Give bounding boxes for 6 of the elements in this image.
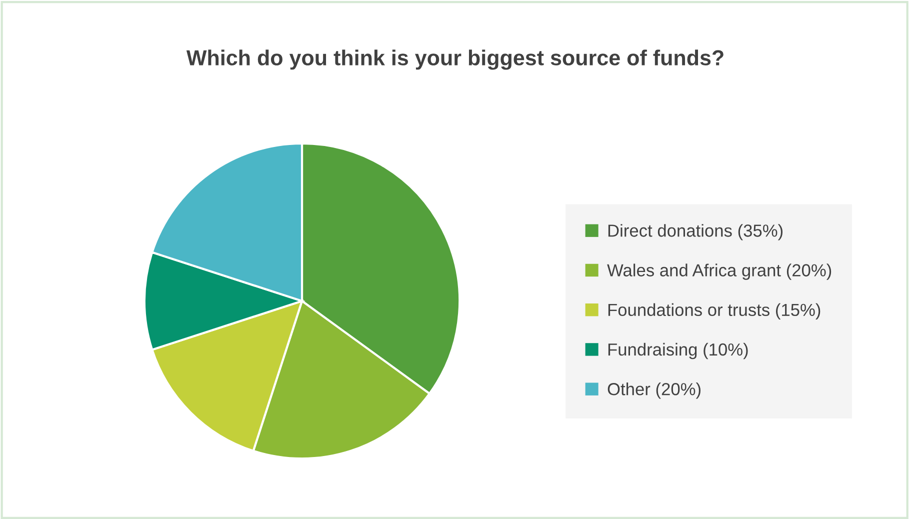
legend-label: Foundations or trusts (15%) [608, 303, 820, 320]
chart-title: Which do you think is your biggest source of funds? [186, 50, 724, 70]
legend-label: Fundraising (10%) [608, 342, 748, 360]
legend-label: Wales and Africa grant (20%) [607, 264, 832, 280]
legend-label: Other (20%) [608, 382, 700, 399]
legend-label: Direct donations (35%) [608, 224, 783, 240]
